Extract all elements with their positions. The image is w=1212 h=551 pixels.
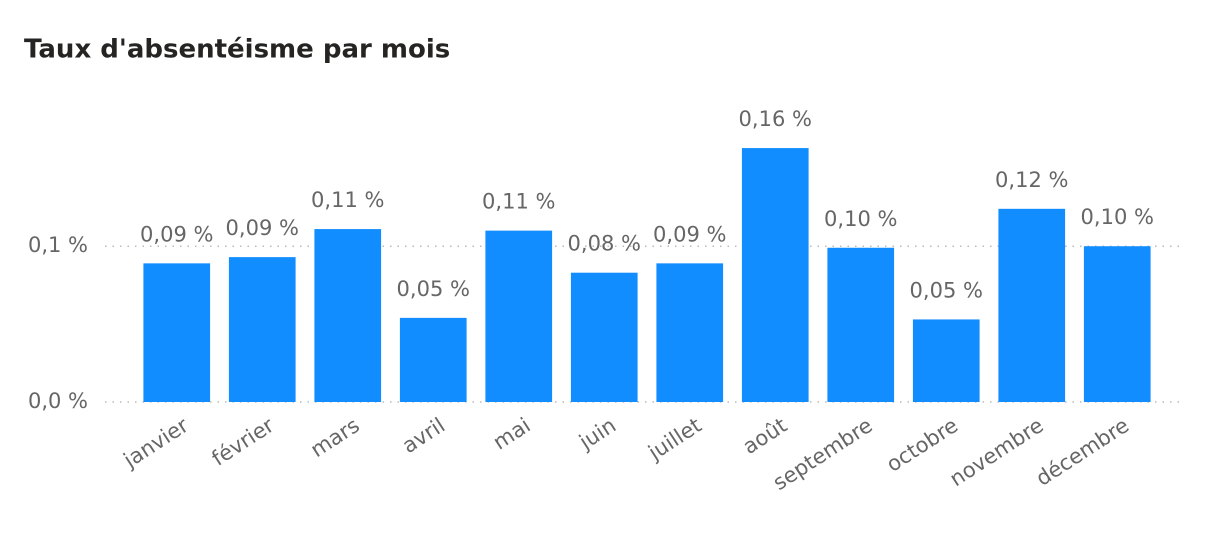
value-label: 0,09 % <box>140 222 213 246</box>
value-label: 0,12 % <box>995 168 1068 192</box>
bar <box>399 317 467 402</box>
bar <box>998 208 1066 402</box>
value-label: 0,10 % <box>1081 205 1154 229</box>
x-tick-label: mai <box>489 413 535 454</box>
value-label: 0,05 % <box>910 278 983 302</box>
chart-title: Taux d'absentéisme par mois <box>24 35 450 65</box>
value-label: 0,16 % <box>739 107 812 131</box>
value-label: 0,05 % <box>397 277 470 301</box>
bar <box>827 247 895 402</box>
bar <box>143 263 211 402</box>
x-tick-label: février <box>207 413 278 471</box>
x-tick-label: juin <box>574 413 620 455</box>
bar <box>656 263 724 402</box>
bar <box>314 229 382 402</box>
x-tick-label: août <box>739 413 792 459</box>
value-label: 0,08 % <box>568 232 641 256</box>
x-tick-label: janvier <box>119 413 193 473</box>
x-tick-label: avril <box>398 413 449 458</box>
value-label: 0,10 % <box>824 207 897 231</box>
x-tick-label: novembre <box>945 413 1047 491</box>
bar <box>1083 246 1151 402</box>
bar <box>570 272 638 402</box>
bar <box>228 257 296 402</box>
bar <box>912 319 980 402</box>
y-tick-label: 0,1 % <box>28 233 88 257</box>
value-label: 0,09 % <box>226 216 299 240</box>
value-label: 0,11 % <box>482 190 555 214</box>
x-tick-label: mars <box>306 413 363 462</box>
value-label: 0,11 % <box>311 188 384 212</box>
value-label: 0,09 % <box>653 222 726 246</box>
bar <box>741 148 809 402</box>
y-tick-label: 0,0 % <box>28 389 88 413</box>
bar <box>485 230 553 402</box>
x-tick-label: décembre <box>1032 413 1134 491</box>
x-tick-label: juillet <box>643 413 705 465</box>
